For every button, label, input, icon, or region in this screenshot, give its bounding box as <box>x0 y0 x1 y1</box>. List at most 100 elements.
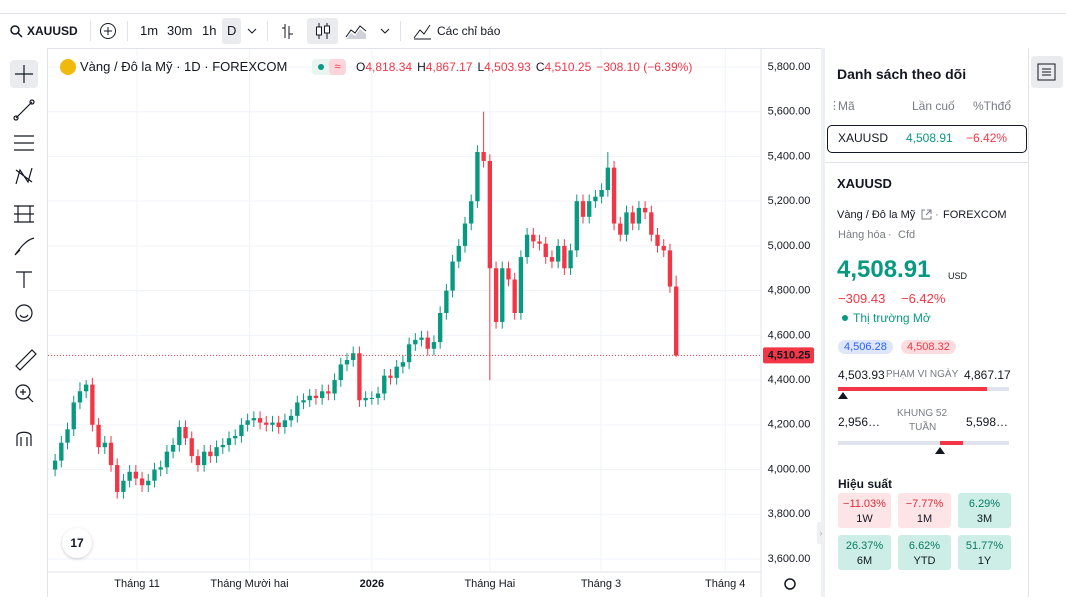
cross-tool[interactable] <box>15 65 33 83</box>
forecast-tool[interactable] <box>14 205 34 223</box>
line-tool[interactable] <box>15 101 33 119</box>
y-tick-label: 5,600.00 <box>768 106 811 118</box>
right-panel: Danh sách theo dõi ⋮ Mã Lần cuố %Thđổ XA… <box>821 48 1032 597</box>
candle-body <box>52 460 58 470</box>
brush-tool[interactable] <box>14 237 35 256</box>
candle-body <box>500 268 505 322</box>
candle-body <box>59 442 64 461</box>
fib-tool[interactable] <box>14 135 34 151</box>
candle-body <box>319 391 325 398</box>
candle-body <box>195 456 201 466</box>
symbol[interactable]: XAUUSD <box>27 24 78 38</box>
zoom-tool[interactable] <box>15 384 31 400</box>
day-range-label: PHẠM VI NGÀY <box>886 369 959 380</box>
ask: 4,508.32 <box>901 340 956 354</box>
candle-body <box>133 471 139 479</box>
candle-body <box>270 422 275 425</box>
candle-body <box>574 201 579 251</box>
candle-body <box>264 422 269 425</box>
candle-body <box>543 243 548 258</box>
search-icon[interactable] <box>10 25 23 38</box>
candle-body <box>518 257 524 313</box>
magnet-tool[interactable] <box>16 431 32 446</box>
interval-active[interactable]: D <box>222 18 242 44</box>
tv-logo[interactable]: 17 <box>62 528 92 558</box>
interval[interactable]: 30m <box>167 23 193 38</box>
indicators-icon[interactable] <box>412 22 432 40</box>
add-icon[interactable] <box>99 22 117 40</box>
candle-body <box>288 415 294 421</box>
candle-body <box>512 279 517 313</box>
candle-body <box>537 241 542 244</box>
chevron[interactable] <box>247 27 257 35</box>
candle-body <box>226 438 232 445</box>
last-price-box <box>763 347 814 364</box>
candle-body <box>450 261 455 291</box>
day-range-marker <box>838 392 848 399</box>
ohlc-value: 4,867.17 <box>425 60 473 74</box>
candle-body <box>307 395 312 401</box>
candle-body <box>351 353 356 360</box>
x-tick-label: Tháng Mười hai <box>210 578 288 590</box>
ohlc-key: H <box>417 60 426 74</box>
column-header[interactable]: Lần cuố <box>912 99 955 113</box>
interval[interactable]: 1m <box>140 23 159 38</box>
bid: 4,506.28 <box>838 340 893 354</box>
candle-body <box>102 442 107 448</box>
bar-type-icon[interactable] <box>281 22 297 40</box>
candle-body <box>208 451 213 457</box>
column-header[interactable]: %Thđổ <box>973 99 1012 113</box>
y-tick-label: 3,600.00 <box>768 553 811 565</box>
candle-body <box>630 212 635 224</box>
ohlc-key: O <box>356 60 366 74</box>
candle-body <box>201 451 207 466</box>
last-price-label: 4,510.25 <box>768 349 811 361</box>
candle-body <box>146 480 151 486</box>
column-header[interactable]: Mã <box>838 99 855 113</box>
candle-body <box>649 212 654 235</box>
performance-value: 6.62% <box>908 540 941 552</box>
candle-body <box>673 286 679 356</box>
candle-body <box>642 207 648 213</box>
collapse-handle[interactable]: › <box>817 522 825 544</box>
week-label: TUẦN <box>909 422 937 433</box>
indicators[interactable]: Các chỉ báo <box>437 24 501 38</box>
candle-body <box>568 250 573 269</box>
pattern-tool[interactable] <box>15 167 33 185</box>
candle-body <box>338 364 343 381</box>
chevron[interactable] <box>380 27 390 35</box>
candle-body <box>375 393 381 398</box>
candle-body <box>96 424 101 448</box>
external-link[interactable] <box>921 209 932 220</box>
performance-period: 1Y <box>977 555 992 567</box>
candle-body <box>400 362 406 367</box>
candle-body <box>611 167 617 224</box>
detail-category: Hàng hóa <box>838 229 886 241</box>
emoji-tool[interactable] <box>15 304 33 322</box>
detail-status: Thị trường Mở <box>853 311 931 325</box>
candle-body <box>431 342 437 349</box>
candle-body <box>524 234 530 258</box>
area-icon[interactable] <box>345 22 367 40</box>
ohlc-value: 4,818.34 <box>365 60 413 74</box>
detail-symbol: XAUUSD <box>837 176 892 191</box>
drag-handle[interactable]: ⋮ <box>829 100 840 112</box>
settings-icon[interactable] <box>784 578 796 590</box>
watchlist-icon <box>1037 63 1056 81</box>
x-tick-label: Tháng 11 <box>114 578 160 590</box>
measure-tool[interactable] <box>15 349 37 371</box>
candle-body <box>108 442 114 466</box>
day-low: 4,503.93 <box>838 368 885 382</box>
interval[interactable]: 1h <box>202 23 217 38</box>
y-tick-label: 5,200.00 <box>768 195 811 207</box>
candle-body <box>177 427 182 445</box>
performance-title: Hiệu suất <box>838 477 893 491</box>
performance-cell: −7.77% 1M <box>898 493 951 528</box>
candle-body <box>667 250 673 287</box>
watchlist-row[interactable] <box>827 125 1027 153</box>
candle-type-active[interactable] <box>307 18 338 44</box>
text-tool[interactable] <box>16 271 32 288</box>
candle-body <box>475 151 480 202</box>
